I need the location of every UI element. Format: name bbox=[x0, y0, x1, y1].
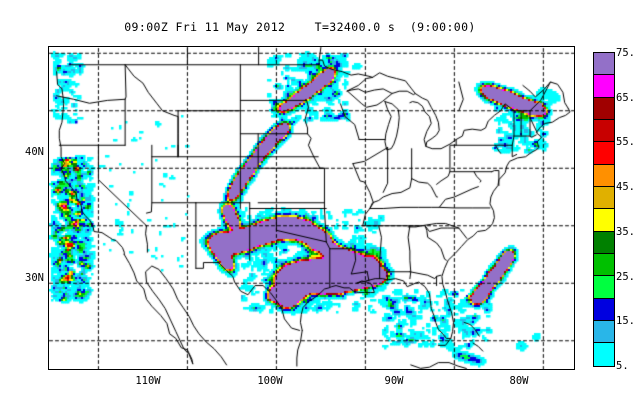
colorbar-tick-35: 35. bbox=[616, 225, 635, 238]
colorbar-tick-65: 65. bbox=[616, 91, 635, 104]
map-plot-area bbox=[48, 46, 575, 370]
page-title: 09:00Z Fri 11 May 2012 T=32400.0 s (9:00… bbox=[124, 20, 476, 34]
x-tick-90w: 90W bbox=[384, 375, 404, 387]
colorbar-tick-25: 25. bbox=[616, 270, 635, 283]
colorbar bbox=[593, 52, 615, 367]
colorbar-band-30 bbox=[594, 254, 614, 277]
colorbar-band-70 bbox=[594, 75, 614, 98]
colorbar-band-75 bbox=[594, 53, 614, 76]
colorbar-tick-5: 5. bbox=[616, 360, 629, 372]
colorbar-band-35 bbox=[594, 231, 614, 255]
colorbar-band-55 bbox=[594, 142, 614, 165]
colorbar-band-15 bbox=[594, 321, 614, 344]
colorbar-band-50 bbox=[594, 164, 614, 188]
reflectivity-canvas bbox=[49, 47, 574, 369]
colorbar-band-25 bbox=[594, 276, 614, 299]
x-tick-110w: 110W bbox=[135, 375, 161, 387]
colorbar-tick-15: 15. bbox=[616, 315, 635, 328]
colorbar-band-40 bbox=[594, 209, 614, 232]
colorbar-band-5 bbox=[594, 343, 614, 366]
x-tick-80w: 80W bbox=[509, 375, 529, 387]
colorbar-band-65 bbox=[594, 97, 614, 121]
colorbar-tick-75: 75. bbox=[616, 47, 635, 59]
colorbar-band-45 bbox=[594, 187, 614, 210]
colorbar-tick-55: 55. bbox=[616, 136, 635, 149]
y-tick-30n: 30N bbox=[25, 272, 44, 284]
colorbar-tick-45: 45. bbox=[616, 181, 635, 194]
x-tick-100w: 100W bbox=[257, 375, 283, 387]
colorbar-band-20 bbox=[594, 298, 614, 322]
y-tick-40n: 40N bbox=[25, 146, 44, 158]
colorbar-band-60 bbox=[594, 120, 614, 143]
